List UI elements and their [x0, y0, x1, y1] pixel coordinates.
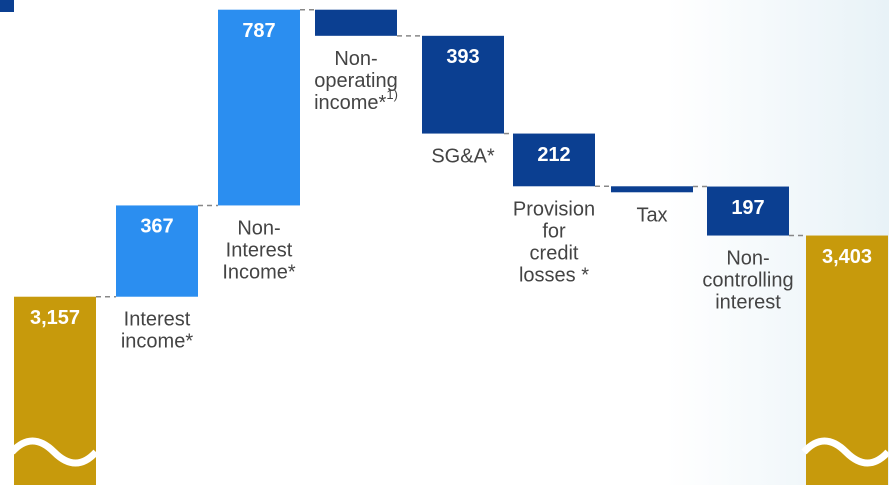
- category-line: for: [542, 221, 566, 243]
- value-label: 393: [446, 46, 479, 68]
- axis-break: [9, 437, 99, 467]
- category-line: SG&A*: [431, 146, 495, 168]
- category-line: Interest: [124, 309, 191, 331]
- category-label: Provision for credit losses *: [513, 199, 595, 287]
- bar: [806, 235, 888, 485]
- bar: [422, 35, 504, 134]
- category-line: income*: [314, 92, 386, 114]
- category-label: Non-controlling interest: [702, 248, 793, 314]
- category-line: credit: [530, 243, 579, 265]
- category-line: income*: [121, 331, 193, 353]
- category-line: interest: [715, 292, 781, 314]
- bar: [218, 9, 300, 206]
- category-line: Non-: [334, 48, 377, 70]
- axis-break: [801, 437, 889, 467]
- bar: [116, 205, 198, 297]
- category-line: Income*: [222, 262, 296, 284]
- category-line: controlling: [702, 270, 793, 292]
- value-label: 3,157: [30, 307, 80, 329]
- value-label: 3,403: [822, 246, 872, 268]
- category-label: Non-operating income*1): [314, 48, 398, 114]
- category-label: Interest income*: [121, 309, 193, 353]
- value-label: 367: [140, 216, 173, 238]
- category-line: Interest: [226, 240, 293, 262]
- category-line: Provision: [513, 199, 595, 221]
- bar: [611, 186, 693, 193]
- category-line: operating: [314, 70, 397, 92]
- category-line: Tax: [636, 205, 667, 227]
- category-line: Non-: [726, 248, 769, 270]
- value-label: 787: [242, 20, 275, 42]
- value-label: 1: [646, 155, 657, 177]
- category-line: losses *: [519, 265, 589, 287]
- value-label: 212: [537, 144, 570, 166]
- category-line: Non-: [237, 218, 280, 240]
- bar: [315, 9, 397, 36]
- value-label: 197: [731, 197, 764, 219]
- category-label: Tax: [636, 205, 667, 227]
- corner-marker: [0, 0, 14, 12]
- bar: [513, 133, 595, 187]
- category-label: Non-Interest Income*: [222, 218, 296, 284]
- bar: [707, 186, 789, 236]
- footnote-mark: 1): [386, 87, 398, 102]
- category-label: SG&A*: [431, 146, 495, 168]
